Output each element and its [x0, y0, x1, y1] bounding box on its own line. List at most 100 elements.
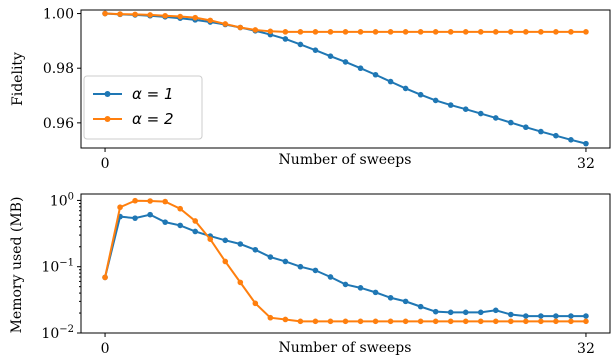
fidelity-point-alpha1 — [297, 41, 304, 48]
memory-point-alpha1 — [162, 219, 168, 225]
fidelity-point-alpha2 — [538, 29, 544, 35]
memory-point-alpha2 — [147, 198, 153, 204]
memory-point-alpha2 — [372, 318, 379, 325]
fidelity-point-alpha1 — [327, 53, 334, 59]
fidelity-point-alpha2 — [417, 29, 424, 35]
fidelity-point-alpha2 — [327, 29, 334, 35]
fidelity-point-alpha1 — [312, 47, 319, 53]
fidelity-point-alpha2 — [508, 29, 514, 35]
memory-point-alpha1 — [477, 309, 484, 316]
fidelity-point-alpha2 — [267, 28, 274, 35]
memory-point-alpha1 — [432, 308, 439, 315]
fidelity-point-alpha1 — [538, 128, 544, 135]
fidelity-point-alpha1 — [402, 85, 409, 92]
fidelity-point-alpha1 — [583, 140, 589, 147]
memory-point-alpha1 — [372, 289, 379, 296]
fidelity-point-alpha1 — [432, 97, 439, 104]
memory-point-alpha2 — [462, 318, 469, 325]
legend-label-alpha2: α = 2 — [132, 110, 174, 128]
fidelity-point-alpha1 — [282, 36, 289, 42]
memory-point-alpha2 — [222, 258, 229, 265]
memory-point-alpha2 — [162, 198, 168, 205]
memory-point-alpha1 — [342, 281, 349, 288]
fidelity-point-alpha1 — [417, 91, 424, 98]
memory-point-alpha2 — [237, 279, 244, 286]
memory-point-alpha1 — [327, 274, 334, 280]
memory-point-alpha2 — [477, 318, 484, 325]
fidelity-point-alpha1 — [568, 137, 574, 143]
legend-label-alpha1: α = 1 — [132, 85, 174, 103]
memory-x-axis-label: Number of sweeps — [279, 340, 412, 356]
memory-point-alpha2 — [282, 316, 289, 323]
fidelity-point-alpha1 — [523, 124, 529, 131]
memory-point-alpha1 — [192, 228, 199, 235]
memory-point-alpha2 — [297, 318, 304, 325]
memory-point-alpha2 — [583, 318, 589, 325]
fidelity-point-alpha2 — [372, 29, 379, 35]
fidelity-point-alpha2 — [237, 24, 244, 31]
fidelity-point-alpha2 — [462, 29, 469, 35]
fidelity-point-alpha1 — [387, 78, 394, 85]
memory-point-alpha1 — [417, 303, 424, 310]
fidelity-point-alpha2 — [222, 21, 229, 27]
memory-point-alpha1 — [447, 309, 454, 316]
fidelity-point-alpha2 — [342, 29, 349, 35]
fidelity-point-alpha2 — [252, 27, 259, 33]
memory-point-alpha1 — [538, 313, 544, 319]
memory-point-alpha1 — [252, 246, 259, 253]
memory-line-alpha1 — [104, 213, 586, 318]
memory-point-alpha2 — [177, 205, 183, 212]
memory-point-alpha1 — [462, 309, 469, 316]
memory-point-alpha2 — [402, 318, 409, 325]
memory-point-alpha1 — [147, 211, 153, 218]
memory-y-tick-label: 10−1 — [41, 258, 74, 276]
memory-y-axis-label: Memory used (MB) — [9, 197, 25, 334]
fidelity-point-alpha2 — [477, 29, 484, 35]
memory-plot-frame — [80, 193, 611, 334]
memory-point-alpha2 — [342, 318, 349, 325]
fidelity-point-alpha2 — [387, 29, 394, 35]
memory-point-alpha2 — [252, 300, 259, 307]
fidelity-point-alpha1 — [342, 59, 349, 65]
memory-point-alpha1 — [177, 222, 183, 229]
legend: α = 1 α = 2 — [83, 75, 203, 140]
memory-x-ticks: 0 32 — [101, 333, 595, 357]
memory-point-alpha2 — [387, 318, 394, 325]
memory-point-alpha1 — [523, 313, 529, 319]
legend-box — [83, 75, 203, 140]
fidelity-y-ticks: 0.96 0.98 1.00 — [43, 7, 81, 132]
memory-x-tick-label: 0 — [101, 341, 110, 357]
fidelity-point-alpha1 — [462, 106, 469, 112]
fidelity-point-alpha2 — [162, 12, 168, 19]
memory-point-alpha2 — [553, 318, 559, 325]
fidelity-y-tick-label: 0.98 — [43, 61, 74, 77]
memory-x-tick-label: 32 — [577, 341, 595, 357]
memory-point-alpha1 — [282, 258, 289, 265]
fidelity-point-alpha2 — [357, 29, 364, 35]
memory-point-alpha2 — [192, 218, 199, 224]
fidelity-point-alpha2 — [432, 29, 439, 35]
memory-point-alpha1 — [237, 241, 244, 247]
legend-marker-alpha2 — [104, 116, 111, 122]
memory-point-alpha1 — [553, 313, 559, 319]
fidelity-point-alpha2 — [177, 13, 183, 20]
fidelity-x-tick-label: 32 — [577, 156, 595, 172]
fidelity-x-tick-label: 0 — [101, 156, 110, 172]
fidelity-point-alpha2 — [402, 29, 409, 35]
memory-point-alpha2 — [267, 314, 274, 321]
memory-point-alpha2 — [327, 318, 334, 325]
fidelity-chart: 0.96 0.98 1.00 0 32 Number of sweeps Fideli… — [10, 7, 611, 172]
fidelity-point-alpha2 — [147, 12, 153, 18]
memory-point-alpha2 — [447, 318, 454, 325]
memory-point-alpha2 — [432, 318, 439, 325]
fidelity-point-alpha2 — [192, 14, 199, 21]
memory-point-alpha2 — [508, 318, 514, 325]
fidelity-point-alpha2 — [492, 29, 499, 35]
fidelity-y-tick-label: 0.96 — [43, 116, 74, 132]
fidelity-point-alpha1 — [447, 102, 454, 108]
memory-point-alpha1 — [387, 294, 394, 301]
memory-point-alpha2 — [102, 274, 108, 281]
memory-point-alpha1 — [568, 313, 574, 319]
fidelity-point-alpha2 — [583, 29, 589, 35]
